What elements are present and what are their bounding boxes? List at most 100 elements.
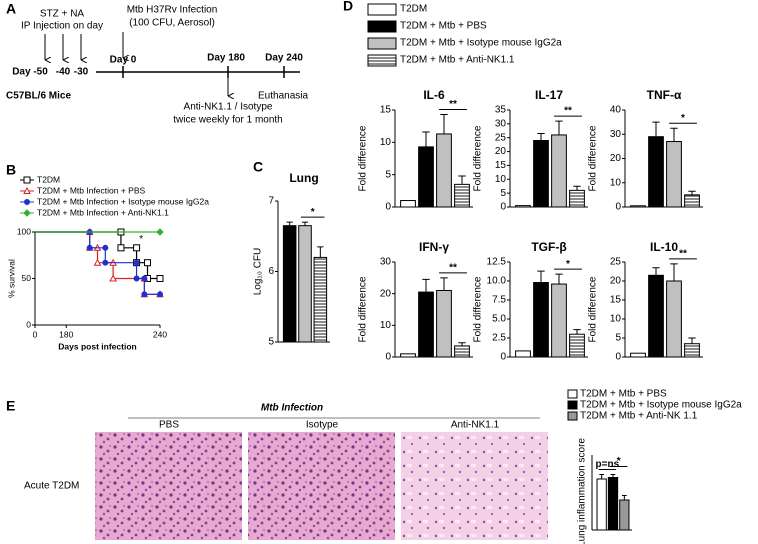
error-bar bbox=[317, 246, 324, 258]
legend-swatch bbox=[367, 54, 397, 67]
y-tick-label: 15 bbox=[610, 295, 622, 306]
y-tick-label: 5.0 bbox=[492, 314, 506, 325]
error-bar bbox=[688, 337, 696, 344]
point bbox=[23, 186, 31, 194]
bar bbox=[684, 194, 700, 208]
y-tick-label: 12.5 bbox=[487, 257, 507, 268]
y-axis-label: Log₁₀ CFU bbox=[253, 248, 264, 296]
bar bbox=[454, 345, 470, 358]
y-axis-label: Fold difference bbox=[358, 276, 369, 342]
panel-label: A bbox=[6, 1, 16, 17]
infection: (100 CFU, Aerosol) bbox=[129, 18, 215, 29]
bar bbox=[515, 350, 531, 358]
significance-label: * bbox=[311, 207, 315, 218]
error-bar bbox=[555, 273, 563, 285]
day-label: Day 180 bbox=[207, 53, 245, 64]
bar bbox=[596, 478, 607, 531]
error-bar bbox=[555, 120, 563, 135]
y-tick-label: 30 bbox=[495, 118, 507, 129]
error-bar bbox=[537, 270, 545, 283]
y-axis-label: Fold difference bbox=[358, 125, 369, 191]
error-bar bbox=[440, 114, 448, 134]
y-tick-label: 50 bbox=[22, 273, 32, 283]
antibody: twice weekly for 1 month bbox=[173, 115, 283, 126]
error-bar bbox=[610, 474, 616, 478]
bar bbox=[607, 477, 619, 531]
y-tick-label: 7 bbox=[268, 196, 274, 207]
legend-label: T2DM + Mtb + Anti-NK 1.1 bbox=[580, 411, 698, 422]
legend-label: T2DM + Mtb + Isotype mouse IgG2a bbox=[400, 38, 562, 49]
legend-swatch bbox=[567, 389, 578, 399]
bar bbox=[551, 283, 567, 358]
legend-swatch bbox=[367, 3, 397, 16]
y-tick-label: 30 bbox=[610, 129, 622, 140]
bar bbox=[551, 134, 567, 208]
legend-label: T2DM + Mtb Infection + PBS bbox=[37, 185, 146, 195]
y-tick-label: 10 bbox=[610, 314, 622, 325]
treatment: STZ + NA bbox=[40, 9, 85, 20]
error-bar bbox=[622, 495, 627, 500]
bar bbox=[666, 280, 682, 358]
point bbox=[156, 228, 164, 236]
chart-title: TNF-α bbox=[647, 88, 682, 102]
histology-image bbox=[401, 432, 548, 540]
point bbox=[157, 291, 163, 298]
panel-label: E bbox=[6, 398, 15, 414]
treatment: IP Injection on day bbox=[21, 21, 103, 32]
point bbox=[133, 259, 140, 266]
legend-label: T2DM + Mtb + Isotype mouse IgG2a bbox=[580, 400, 742, 411]
legend-swatch bbox=[367, 37, 397, 50]
survival-line bbox=[35, 231, 160, 295]
error-bar bbox=[286, 221, 293, 226]
point bbox=[144, 259, 151, 267]
error-bar bbox=[670, 127, 678, 142]
histology-image bbox=[248, 432, 395, 540]
x-tick-label: 0 bbox=[33, 329, 38, 339]
y-tick-label: 0 bbox=[26, 319, 31, 329]
y-axis-label: Fold difference bbox=[473, 125, 484, 191]
x-axis-label: Days post infection bbox=[58, 341, 136, 351]
chart-title: IFN-γ bbox=[419, 240, 449, 254]
endpoint: Euthanasia bbox=[258, 91, 308, 102]
histology-image bbox=[95, 432, 242, 540]
bar bbox=[454, 183, 470, 208]
error-bar bbox=[458, 175, 466, 185]
legend-label: T2DM + Mtb Infection + Isotype mouse IgG… bbox=[37, 196, 209, 206]
legend-label: T2DM bbox=[400, 4, 427, 15]
bar bbox=[515, 205, 531, 208]
y-tick-label: 0 bbox=[500, 202, 506, 213]
significance-label: p=ns bbox=[596, 459, 620, 470]
bar bbox=[436, 133, 452, 208]
y-tick-label: 25 bbox=[495, 132, 507, 143]
error-bar bbox=[573, 185, 581, 191]
y-tick-label: 5 bbox=[268, 337, 274, 348]
chart-title: Lung bbox=[289, 171, 318, 185]
y-tick-label: 10 bbox=[610, 177, 622, 188]
error-bar bbox=[422, 278, 430, 293]
bar bbox=[619, 499, 630, 531]
y-tick-label: 5 bbox=[385, 169, 391, 180]
y-tick-label: 25 bbox=[610, 257, 622, 268]
y-tick-label: 0 bbox=[615, 352, 621, 363]
y-tick-label: 40 bbox=[610, 105, 622, 116]
point bbox=[141, 275, 148, 282]
y-tick-label: 20 bbox=[610, 153, 622, 164]
column-label: PBS bbox=[159, 420, 179, 431]
y-axis-label: Fold difference bbox=[588, 125, 599, 191]
day-label: Day 240 bbox=[265, 53, 303, 64]
point bbox=[141, 291, 148, 298]
point bbox=[102, 244, 109, 251]
y-tick-label: 15 bbox=[495, 160, 507, 171]
legend-swatch bbox=[367, 20, 397, 33]
y-axis-label: % survival bbox=[6, 259, 16, 298]
point bbox=[93, 258, 102, 266]
y-axis-label: Fold difference bbox=[588, 276, 599, 342]
y-tick-label: 30 bbox=[380, 257, 392, 268]
error-bar bbox=[599, 474, 604, 479]
bar bbox=[569, 189, 585, 208]
y-tick-label: 20 bbox=[380, 288, 392, 299]
error-bar bbox=[301, 221, 309, 226]
x-tick-label: 180 bbox=[59, 329, 73, 339]
error-bar bbox=[440, 277, 448, 291]
